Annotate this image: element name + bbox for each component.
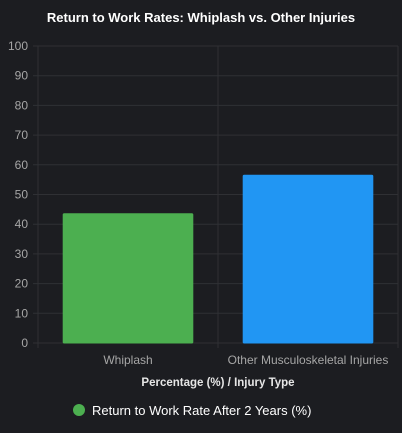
y-tick-label: 20 [15, 277, 29, 291]
y-tick-label: 60 [15, 158, 29, 172]
y-tick-label: 100 [8, 39, 28, 53]
legend[interactable]: Return to Work Rate After 2 Years (%) [73, 403, 311, 418]
y-tick-label: 0 [21, 336, 28, 350]
x-tick-label: Whiplash [103, 353, 152, 367]
grid [33, 45, 399, 348]
bars [62, 174, 374, 344]
x-tick-label: Other Musculoskeletal Injuries [228, 353, 389, 367]
y-tick-label: 80 [15, 98, 29, 112]
y-tick-label: 40 [15, 217, 29, 231]
y-tick-label: 90 [15, 69, 29, 83]
bar[interactable] [242, 174, 374, 344]
x-axis-label: Percentage (%) / Injury Type [141, 377, 294, 389]
y-axis-ticks: 0 10 20 30 40 50 60 70 80 90 100 [8, 39, 28, 350]
y-tick-label: 30 [15, 247, 29, 261]
x-axis-ticks: Whiplash Other Musculoskeletal Injuries [103, 353, 388, 367]
y-tick-label: 50 [15, 188, 29, 202]
legend-swatch-icon [73, 404, 85, 416]
y-tick-label: 10 [15, 306, 29, 320]
legend-label: Return to Work Rate After 2 Years (%) [92, 403, 311, 418]
bar[interactable] [62, 213, 194, 344]
y-tick-label: 70 [15, 128, 29, 142]
chart-title: Return to Work Rates: Whiplash vs. Other… [47, 10, 355, 25]
